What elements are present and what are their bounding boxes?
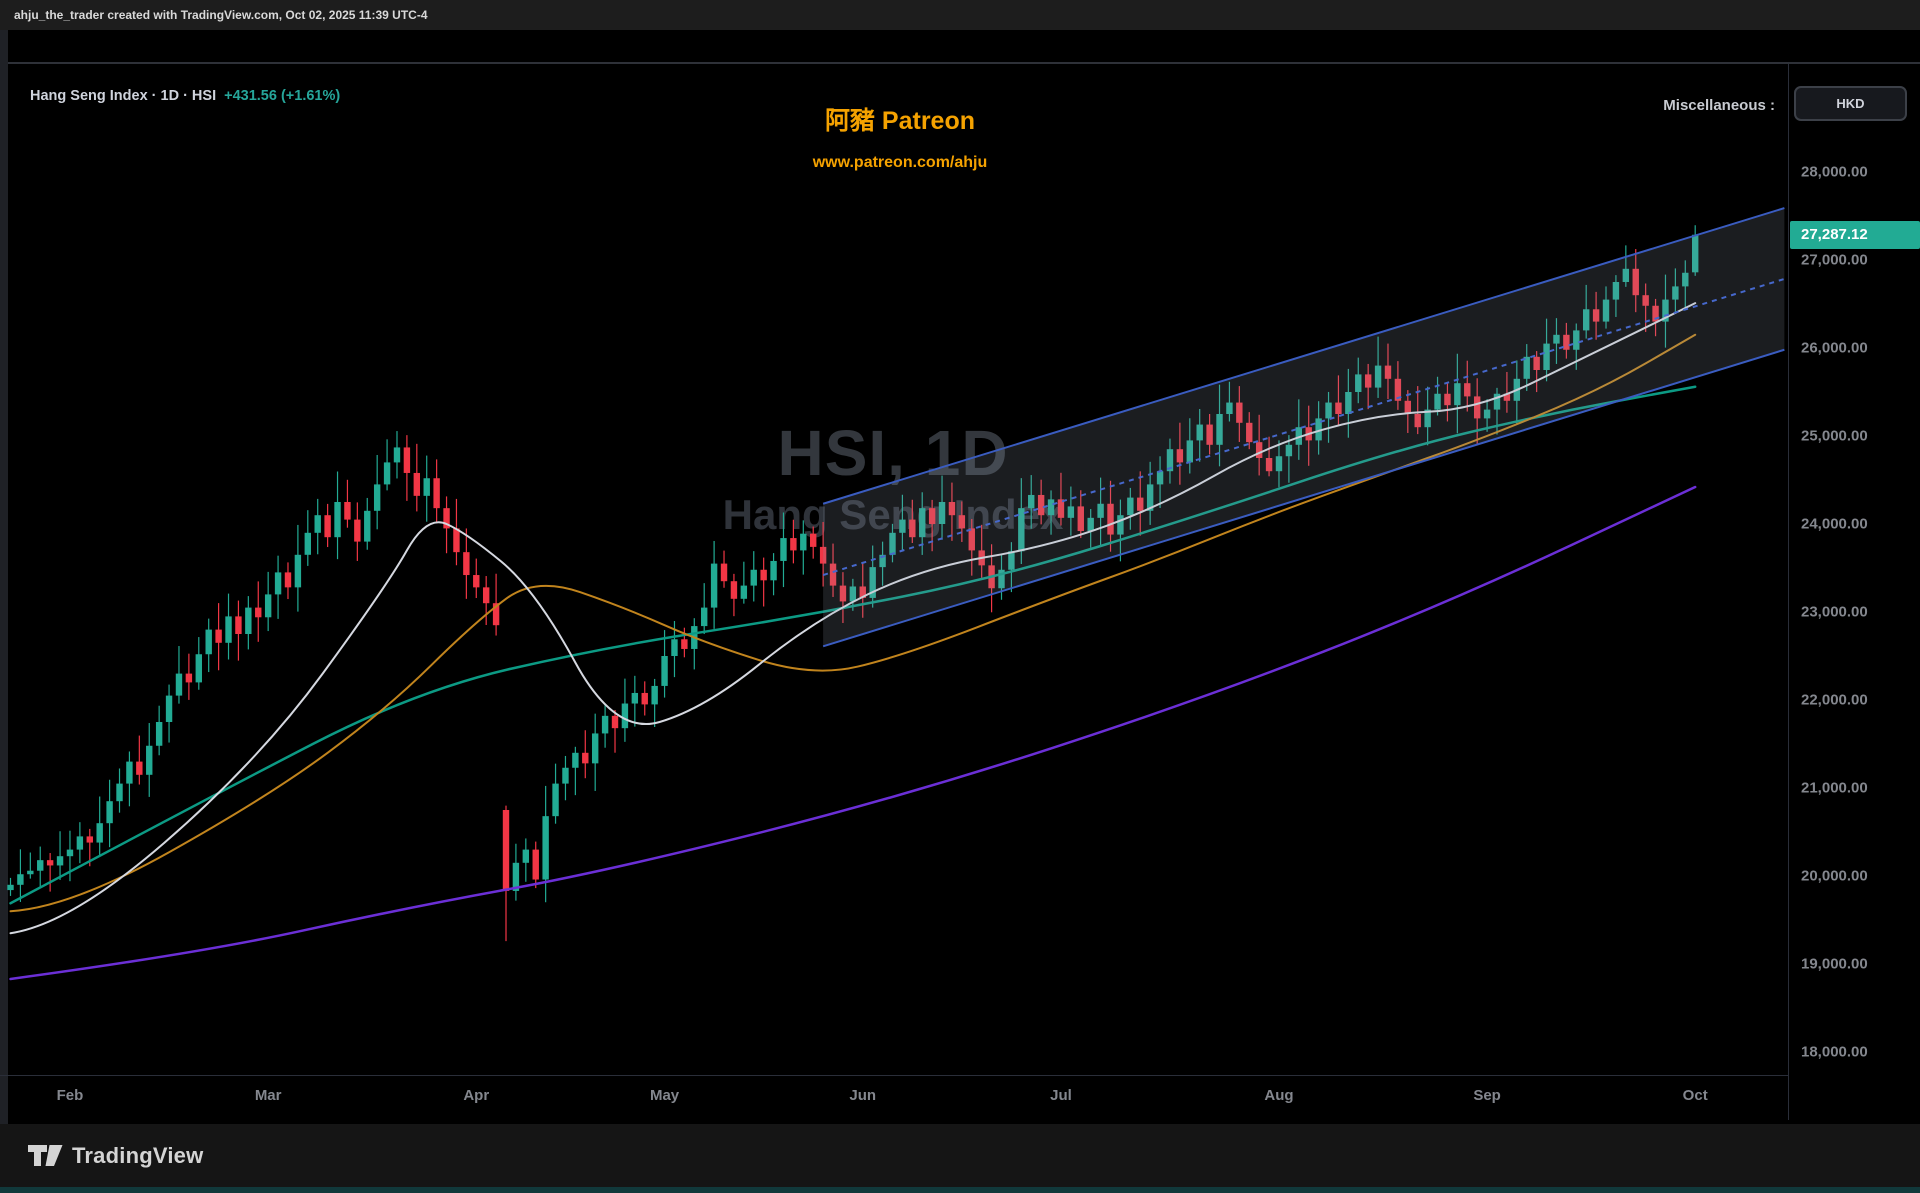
channel-lower-line[interactable] [822, 348, 1785, 648]
tradingview-logo-text[interactable]: TradingView [72, 1142, 204, 1168]
channel-upper-line[interactable] [822, 207, 1785, 505]
price-tick-label: 28,000.00 [1801, 163, 1868, 181]
patreon-title: 阿豬 Patreon [824, 107, 976, 135]
time-axis-label-jul: Jul [1050, 1087, 1072, 1104]
tradingview-logo-icon[interactable] [28, 1145, 63, 1166]
watermark-symbol: HSI, 1D [777, 417, 1009, 489]
patreon-overlay: 阿豬 Patreon www.patreon.com/ahju [813, 101, 988, 172]
price-tick-label: 22,000.00 [1801, 691, 1868, 709]
price-tick-label: 20,000.00 [1801, 867, 1868, 885]
time-axis[interactable]: Feb Mar Apr May Jun Jul Aug Sep Oct [0, 1075, 1788, 1120]
time-axis-label-aug: Aug [1264, 1087, 1294, 1104]
symbol-title: Hang Seng Index · 1D · HSI [30, 88, 217, 104]
channel-midline[interactable] [822, 277, 1785, 576]
ma-line-white-20 [9, 302, 1697, 935]
price-tick-label: 26,000.00 [1801, 339, 1868, 357]
price-axis[interactable]: 27,287.12 28,000.00 27,000.00 26,000.00 25,… [1788, 64, 1920, 1120]
symbol-header: Hang Seng Index · 1D · HSI +431.56 (+1.61… [30, 88, 340, 104]
ma-line-purple-slow [9, 485, 1697, 981]
patreon-url: www.patreon.com/ahju [812, 154, 988, 171]
price-change: +431.56 (+1.61%) [224, 88, 341, 104]
price-tick-label: 23,000.00 [1801, 603, 1868, 621]
time-axis-label-mar: Mar [254, 1087, 282, 1104]
price-tick-label: 25,000.00 [1801, 427, 1868, 445]
time-axis-label-oct: Oct [1682, 1087, 1708, 1104]
footer-bar: TradingView [0, 1124, 1920, 1187]
ma-line-teal-100 [9, 385, 1697, 905]
price-tick-label: 19,000.00 [1801, 955, 1868, 973]
price-tick-label: 18,000.00 [1801, 1043, 1868, 1061]
time-axis-label-jun: Jun [849, 1087, 877, 1104]
last-price-badge: 27,287.12 [1790, 220, 1920, 249]
chart-canvas[interactable] [0, 0, 1920, 1120]
attribution-bar: ahju_the_trader created with TradingView… [0, 0, 1920, 30]
left-edge-strip [0, 30, 8, 1193]
pane-top-border [0, 62, 1920, 64]
price-tick-label: 27,000.00 [1801, 251, 1868, 269]
attribution-text: ahju_the_trader created with TradingView… [14, 8, 428, 22]
bottom-accent-strip [0, 1187, 1920, 1193]
time-axis-label-feb: Feb [56, 1087, 84, 1104]
time-axis-label-may: May [649, 1087, 680, 1104]
price-tick-label: 24,000.00 [1801, 515, 1868, 533]
currency-button[interactable]: HKD [1794, 86, 1907, 121]
time-axis-label-sep: Sep [1473, 1087, 1501, 1104]
miscellaneous-label: Miscellaneous : [1663, 97, 1775, 114]
time-axis-label-apr: Apr [463, 1087, 490, 1104]
price-tick-label: 21,000.00 [1801, 779, 1868, 797]
